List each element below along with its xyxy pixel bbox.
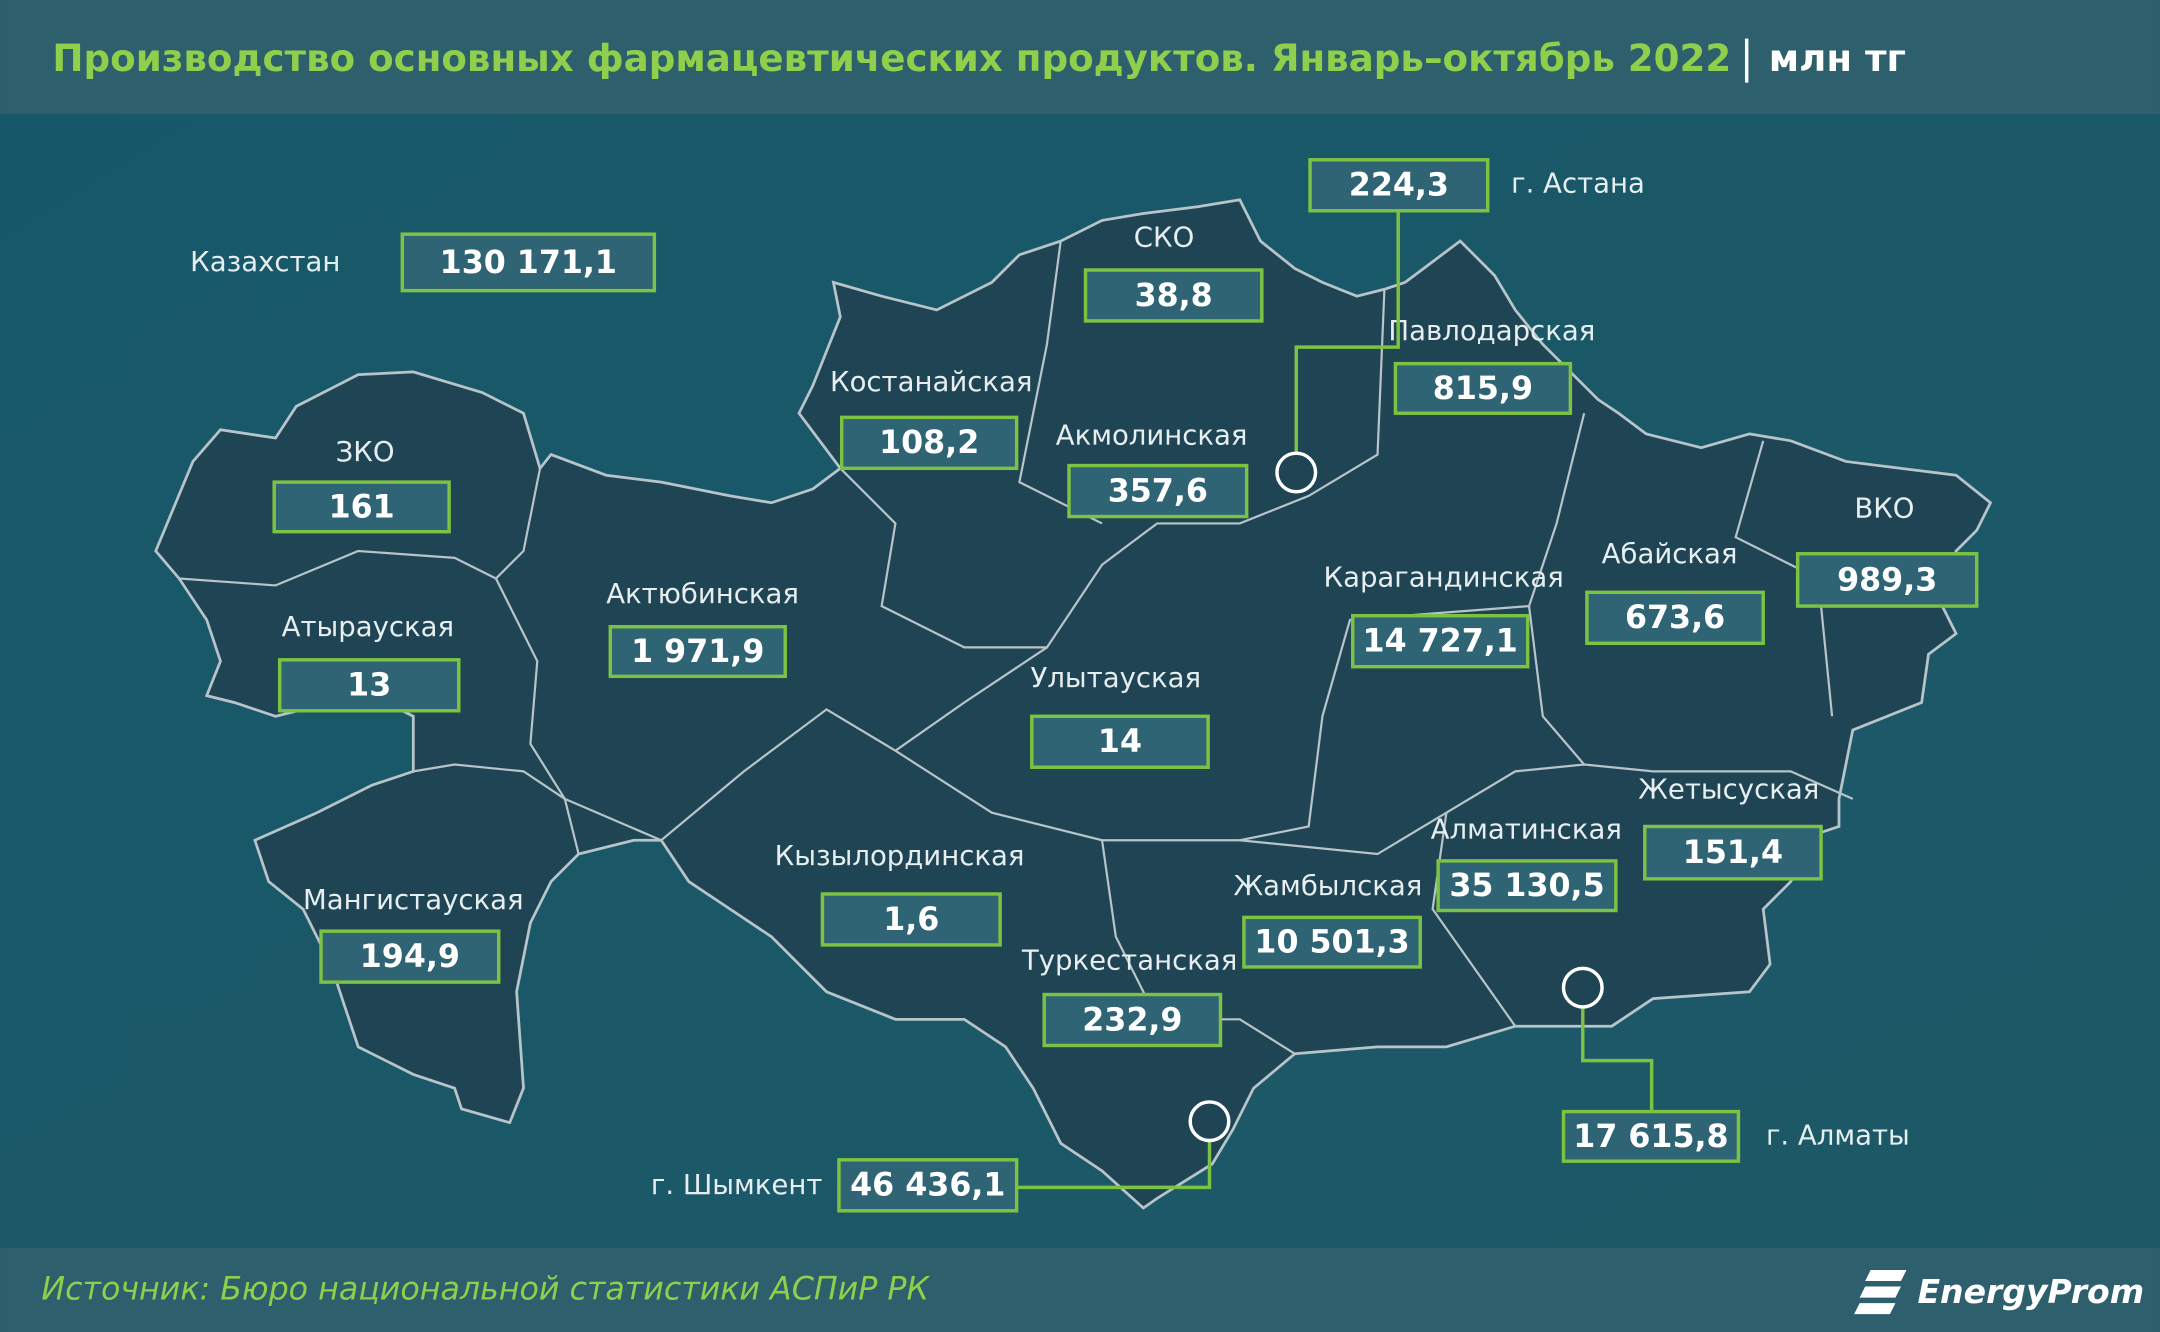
- region-name: ЗКО: [336, 436, 395, 468]
- value-label: 17 615,8: [1573, 1119, 1728, 1155]
- city-marker: [1275, 451, 1318, 494]
- value-box: [1042, 992, 1223, 1048]
- value-box: [1242, 915, 1422, 969]
- value-label: 46 436,1: [850, 1168, 1005, 1204]
- value-box: [319, 929, 501, 984]
- value-box: [1083, 268, 1264, 323]
- region-name: Акмолинская: [1056, 420, 1248, 452]
- header-bar: [0, 0, 2160, 115]
- value-label: 10 501,3: [1254, 925, 1409, 961]
- value-box: [1561, 1109, 1741, 1163]
- value-label: 151,4: [1683, 835, 1783, 871]
- value-label: 35 130,5: [1449, 868, 1604, 904]
- value-box: [1643, 824, 1823, 881]
- value-box: [1393, 361, 1573, 415]
- value-label: 1 971,9: [631, 634, 764, 670]
- city-name: г. Шымкент: [651, 1169, 823, 1201]
- region-name: Костанайская: [830, 366, 1032, 398]
- footer-bar: [0, 1247, 2160, 1332]
- value-label: 989,3: [1837, 562, 1937, 598]
- value-box: [820, 892, 1002, 947]
- city-marker: [1188, 1100, 1231, 1143]
- region-name: Атырауская: [282, 611, 454, 643]
- city-name: г. Астана: [1511, 168, 1645, 200]
- value-label: 130 171,1: [440, 245, 617, 281]
- value-box: [1436, 859, 1618, 913]
- value-box: [277, 658, 461, 713]
- region-name: Улытауская: [1031, 662, 1202, 694]
- value-label: 14 727,1: [1363, 624, 1518, 660]
- value-box: [1795, 552, 1979, 608]
- value-label: 224,3: [1349, 168, 1449, 204]
- region-name: Карагандинская: [1324, 562, 1564, 594]
- value-label: 14: [1098, 724, 1142, 760]
- value-label: 232,9: [1082, 1002, 1182, 1038]
- region-name: Жетысуская: [1638, 774, 1819, 806]
- leader-line: [1294, 210, 1400, 454]
- region-name: СКО: [1134, 221, 1194, 253]
- value-label: 161: [329, 489, 395, 525]
- value-box: [272, 480, 451, 534]
- total-label: Казахстан: [190, 246, 340, 278]
- value-box: [1585, 590, 1765, 645]
- value-label: 673,6: [1625, 600, 1725, 636]
- value-label: 1,6: [883, 902, 939, 938]
- region-name: Павлодарская: [1388, 315, 1595, 347]
- value-box: [839, 415, 1019, 471]
- logo: EnergyProm: [1917, 1272, 2144, 1311]
- region-name: Абайская: [1602, 538, 1738, 570]
- value-box: [1067, 463, 1249, 519]
- leader-line: [1581, 1006, 1654, 1112]
- value-label: 13: [347, 668, 391, 704]
- city-marker: [1561, 966, 1604, 1009]
- value-box: [1030, 714, 1210, 769]
- value-box: [1308, 158, 1490, 213]
- value-label: 194,9: [360, 939, 460, 975]
- value-box: [608, 625, 787, 679]
- region-name: ВКО: [1854, 493, 1914, 525]
- value-box: [837, 1158, 1019, 1213]
- value-label: 108,2: [879, 425, 979, 461]
- value-box: [1351, 614, 1530, 669]
- country-outline: [154, 198, 1993, 1210]
- value-label: 357,6: [1108, 473, 1208, 509]
- leader-line: [1016, 1140, 1212, 1190]
- region-name: Мангистауская: [303, 884, 524, 916]
- value-label: 815,9: [1433, 371, 1533, 407]
- title: Производство основных фармацевтических п…: [52, 36, 1731, 80]
- unit: млн тг: [1769, 36, 1906, 80]
- region-name: Актюбинская: [606, 578, 799, 610]
- region-name: Кызылординская: [775, 840, 1025, 872]
- source: Источник: Бюро национальной статистики А…: [41, 1272, 930, 1308]
- city-name: г. Алматы: [1766, 1119, 1910, 1151]
- region-name: Алматинская: [1431, 814, 1622, 846]
- value-box: [400, 232, 657, 293]
- value-label: 38,8: [1135, 278, 1213, 314]
- region-name: Жамбылская: [1234, 870, 1423, 902]
- region-name: Туркестанская: [1021, 944, 1237, 976]
